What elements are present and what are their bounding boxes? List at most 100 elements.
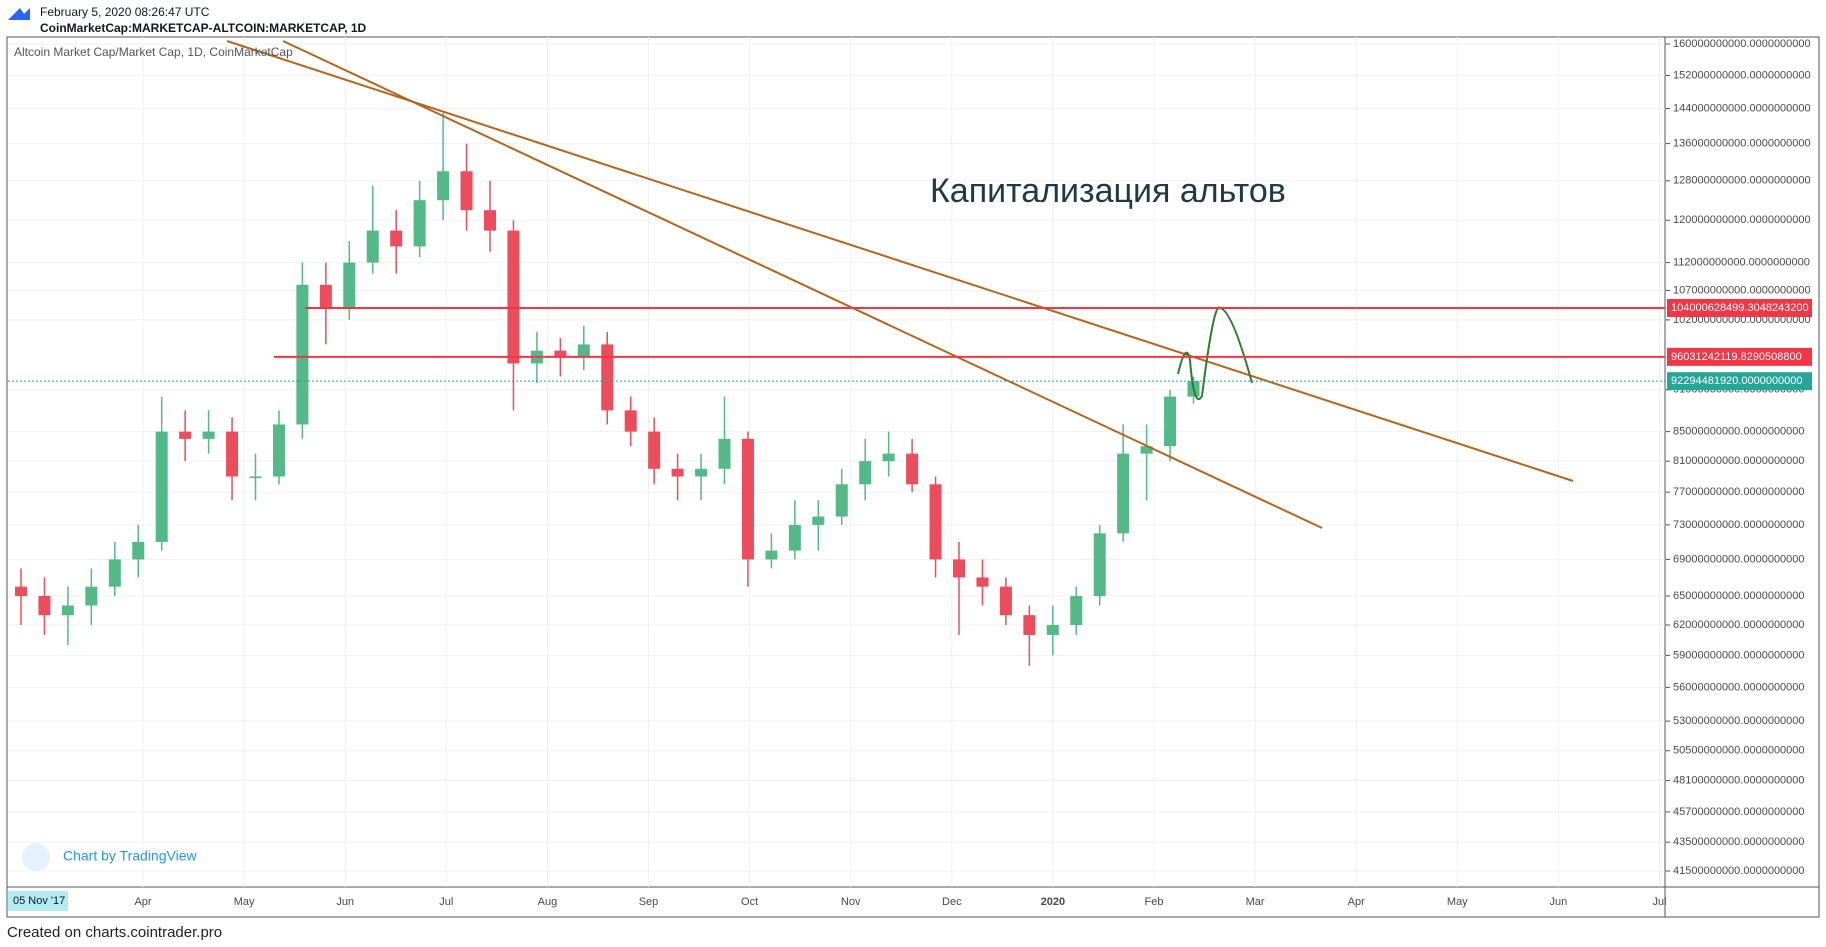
y-tick-label: 73000000000.0000000000 [1673,519,1805,531]
candle-body [648,431,661,469]
y-tick-label: 59000000000.0000000000 [1673,649,1805,661]
candle-body [108,559,121,587]
candle-body [812,516,825,525]
y-tick-label: 62000000000.0000000000 [1673,619,1805,631]
y-tick-label: 112000000000.0000000000 [1673,256,1810,268]
y-tick-label: 56000000000.0000000000 [1673,681,1805,693]
x-tick-label: Jul [1652,896,1666,908]
candle-body [601,344,614,411]
candle-body [1093,533,1106,597]
y-tick-label: 128000000000.0000000000 [1673,175,1811,187]
logo [8,8,30,20]
x-tick-label: 2020 [1041,896,1065,908]
candle-body [554,350,567,358]
price-tag-label: 92294481920.0000000000 [1671,375,1803,387]
candle-body [413,200,426,247]
y-tick-label: 45700000000.0000000000 [1673,806,1805,818]
y-tick-label: 65000000000.0000000000 [1673,590,1805,602]
y-tick-label: 69000000000.0000000000 [1673,553,1805,565]
candle-body [390,230,403,247]
trendline [226,40,1574,482]
x-tick-label: Nov [841,896,861,908]
x-tick-label: Mar [1246,896,1265,908]
candle-body [859,461,872,485]
price-tag [1667,372,1812,391]
y-tick-label: 136000000000.0000000000 [1673,138,1811,150]
candle-body [272,424,285,477]
candle-body [882,453,895,462]
price-tag [1667,298,1812,317]
x-tick-label: Jun [336,896,354,908]
candle-body [976,577,989,587]
price-tag-label: 96031242119.8290508800 [1671,351,1802,363]
candle-body [437,171,450,201]
candle-body [1140,446,1153,454]
candle-body [85,586,98,606]
timestamp: February 5, 2020 08:26:47 UTC [40,5,210,19]
candle-body [999,586,1012,616]
y-tick-label: 120000000000.0000000000 [1673,214,1811,226]
x-tick-label: Feb [1145,896,1164,908]
y-tick-label: 85000000000.0000000000 [1673,426,1805,438]
candle-body [179,431,192,439]
x-tick-label: Oct [741,896,758,908]
candle-body [366,230,379,263]
y-tick-label: 160000000000.0000000000 [1673,38,1811,50]
candle-body [249,476,262,478]
candle-body [1164,396,1177,447]
candle-body [577,344,590,358]
crosshair-label: 05 Nov '17 [13,895,65,907]
candle-body [671,468,684,477]
watermark[interactable]: Chart by TradingView [63,848,197,864]
tv-logo [22,843,50,871]
trendline [282,40,1323,529]
candle-body [953,559,965,578]
projection-curve [1177,306,1253,400]
candle-body [202,431,215,439]
candle-body [741,438,754,560]
crosshair-box [8,891,68,911]
candle-body [788,524,801,551]
y-tick-label: 107000000000.0000000000 [1673,284,1811,296]
y-tick-label: 77000000000.0000000000 [1673,486,1805,498]
candle-body [38,596,51,616]
y-tick-label: 48100000000.0000000000 [1673,774,1805,786]
candle-body [718,438,731,469]
y-tick-label: 152000000000.0000000000 [1673,69,1811,81]
candle-body [15,586,27,597]
candle-body [132,541,145,560]
x-tick-label: Sep [639,896,659,908]
candle-body [319,284,332,308]
x-tick-label: Jun [1550,896,1568,908]
candle-body [765,550,778,560]
x-tick-label: Apr [134,896,151,908]
x-tick-label: Dec [942,896,962,908]
x-tick-label: May [234,896,255,908]
x-tick-label: Apr [1348,896,1365,908]
candle-body [695,468,708,477]
x-tick-label: Jul [439,896,453,908]
annotation: Капитализация альтов [930,172,1286,210]
candle-body [460,171,473,211]
price-tag-label: 104000628499.3048243200 [1671,302,1809,314]
candle-body [61,605,74,616]
candle-body [507,230,520,364]
x-tick-label: Aug [538,896,558,908]
y-tick-label: 144000000000.0000000000 [1673,102,1811,114]
y-tick-label: 81000000000.0000000000 [1673,455,1805,467]
y-tick-label: 53000000000.0000000000 [1673,715,1805,727]
candle-body [155,431,168,542]
candle-body [1117,453,1130,534]
y-tick-label: 50500000000.0000000000 [1673,745,1805,757]
candle-body [929,484,942,560]
price-tag [1667,347,1812,366]
candle-body [624,410,637,432]
drawings [226,40,1574,529]
candle-body [484,210,496,231]
candle-body [226,431,239,477]
candle-body [906,453,919,485]
candle-body [1070,596,1083,625]
candle-body [835,484,848,517]
y-tick-label: 41500000000.0000000000 [1673,865,1805,877]
